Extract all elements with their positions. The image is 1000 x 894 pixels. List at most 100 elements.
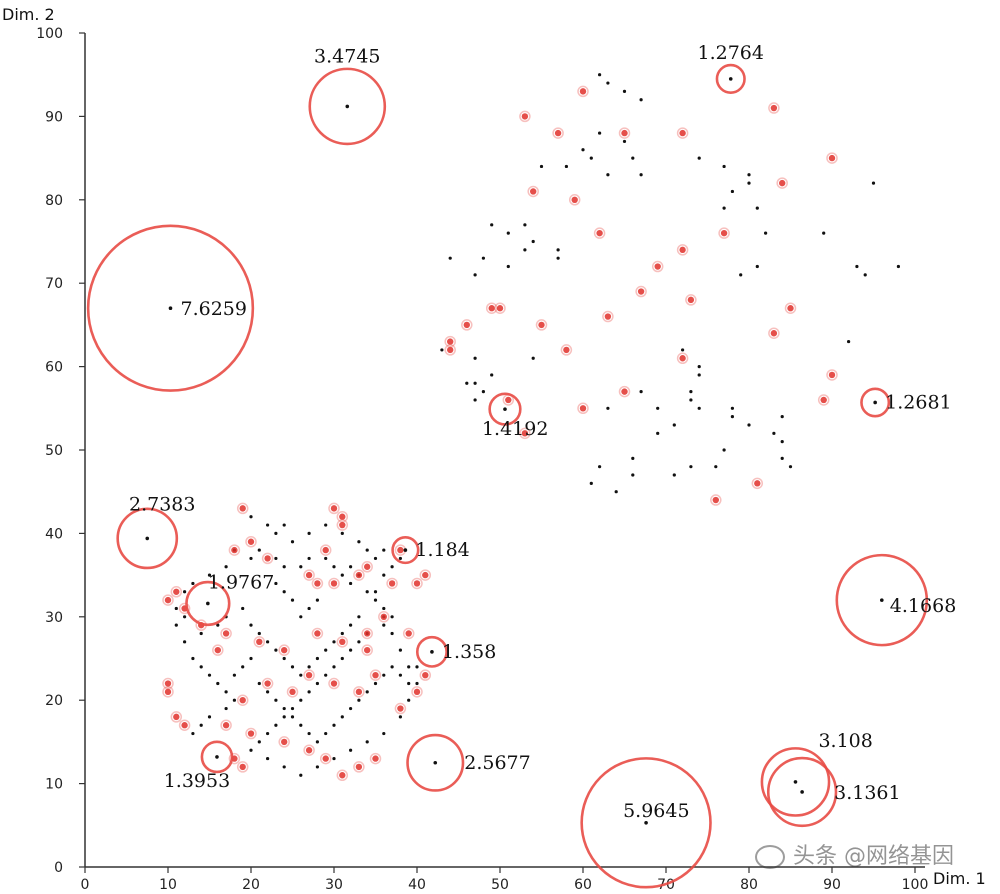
score-circle: [391, 535, 420, 565]
outlier-point: [621, 388, 628, 395]
data-point: [324, 648, 328, 652]
data-point: [307, 665, 311, 669]
outlier-point: [422, 571, 429, 579]
outlier-ring: [444, 335, 456, 348]
score-circle: [406, 733, 465, 792]
outlier-ring: [336, 510, 349, 523]
outlier-score-label: 5.9645: [623, 800, 689, 822]
outlier-ring: [560, 344, 573, 356]
outlier-ring: [593, 227, 606, 239]
data-point: [448, 256, 452, 260]
outlier-point: [521, 430, 529, 437]
outlier-score-label: 4.1668: [890, 595, 956, 617]
outlier-ring: [162, 594, 174, 606]
outlier-point: [563, 346, 570, 354]
outlier-ring: [261, 552, 274, 565]
outlier-ring: [336, 636, 349, 648]
data-point: [473, 356, 477, 360]
data-point: [481, 390, 485, 394]
data-point: [564, 164, 569, 169]
outlier-ring: [751, 477, 764, 490]
data-point: [274, 581, 278, 586]
y-tick-label: 60: [45, 360, 63, 376]
outlier-point: [405, 630, 412, 637]
data-point: [398, 715, 402, 719]
data-point: [847, 339, 851, 344]
outlier-ring: [411, 686, 423, 698]
x-tick-label: 90: [823, 877, 841, 893]
data-point: [224, 565, 228, 569]
data-point: [207, 573, 212, 577]
outlier-point: [281, 646, 288, 654]
data-point: [174, 623, 178, 627]
outlier-point: [637, 288, 645, 295]
data-point: [465, 381, 469, 385]
outlier-point: [413, 580, 421, 587]
outlier-point: [530, 188, 537, 195]
outlier-ring: [676, 244, 689, 256]
outlier-center-point: [168, 306, 173, 311]
outlier-score-label: 3.108: [818, 730, 872, 752]
data-point: [473, 273, 477, 277]
outlier-ring: [170, 711, 183, 723]
data-point: [523, 248, 527, 252]
outlier-point: [397, 705, 404, 712]
outlier-point: [355, 763, 363, 771]
outlier-point: [754, 480, 761, 487]
data-point: [622, 89, 627, 93]
y-tick-label: 80: [45, 193, 63, 209]
outlier-ring: [261, 677, 274, 690]
outlier-point: [314, 630, 321, 637]
data-point: [747, 181, 751, 185]
outlier-ring: [228, 752, 241, 765]
outlier-ring: [394, 702, 407, 715]
data-point: [282, 706, 286, 711]
outlier-point: [330, 680, 338, 687]
data-point: [332, 756, 336, 761]
data-point: [407, 681, 411, 686]
x-tick-label: 50: [491, 877, 509, 893]
data-point: [282, 656, 286, 661]
data-point: [357, 615, 361, 619]
data-point: [183, 615, 187, 619]
outlier-point: [770, 104, 778, 112]
outlier-point: [521, 113, 529, 120]
score-circle: [715, 63, 746, 94]
outlier-point: [231, 546, 238, 554]
outlier-ring: [817, 394, 830, 406]
data-point: [871, 181, 876, 185]
outlier-point: [247, 538, 255, 545]
data-point: [614, 490, 618, 494]
data-point: [199, 723, 203, 727]
data-point: [681, 348, 685, 352]
data-point: [224, 706, 228, 711]
outlier-ring: [485, 302, 498, 314]
data-point: [896, 264, 901, 269]
outlier-ring: [220, 719, 232, 731]
data-point: [589, 156, 593, 160]
data-point: [365, 590, 369, 594]
data-point: [764, 231, 768, 235]
data-point: [274, 531, 278, 536]
data-point: [373, 598, 378, 602]
outlier-point: [289, 688, 296, 696]
outlier-point: [687, 296, 695, 304]
outlier-ring: [618, 385, 631, 398]
outlier-center-point: [728, 77, 733, 81]
data-point: [780, 440, 784, 444]
data-point: [315, 598, 319, 602]
data-point: [290, 715, 295, 719]
data-point: [357, 698, 361, 702]
outlier-center-point: [403, 548, 408, 552]
score-circle: [185, 580, 231, 627]
data-point: [349, 706, 353, 711]
data-point: [722, 206, 726, 210]
data-point: [382, 573, 386, 577]
data-point: [606, 81, 610, 85]
outlier-point: [413, 688, 421, 696]
data-point: [440, 348, 444, 352]
outlier-score-label: 1.3953: [164, 770, 230, 792]
outlier-score-label: 1.4192: [482, 418, 548, 440]
outlier-point: [164, 688, 172, 696]
outlier-ring: [245, 727, 257, 740]
